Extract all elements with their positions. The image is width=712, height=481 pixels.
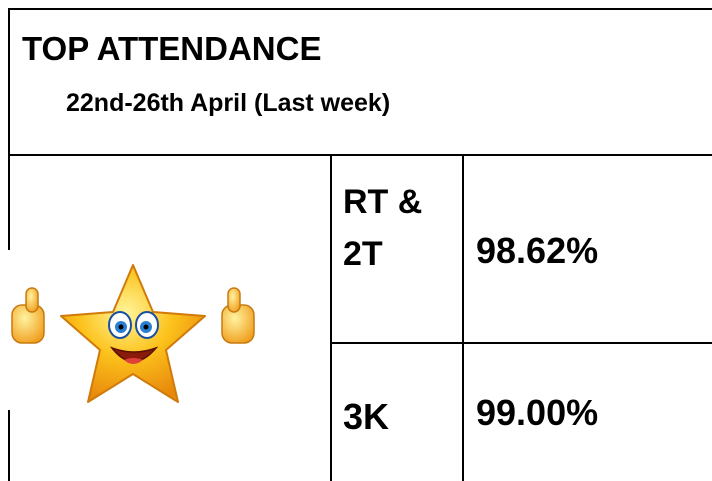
thumb-left xyxy=(12,288,44,343)
thumb-right xyxy=(222,288,254,343)
row-value: 99.00% xyxy=(476,392,598,434)
row-label: RT & 2T xyxy=(343,176,453,280)
star-emoji xyxy=(12,265,254,402)
subtitle: 22nd-26th April (Last week) xyxy=(66,89,390,118)
row-label: 3K xyxy=(343,396,389,438)
page: {"header": {"title": "TOP ATTENDANCE", "… xyxy=(0,0,712,481)
title: TOP ATTENDANCE xyxy=(22,30,321,68)
row-value: 98.62% xyxy=(476,230,598,272)
